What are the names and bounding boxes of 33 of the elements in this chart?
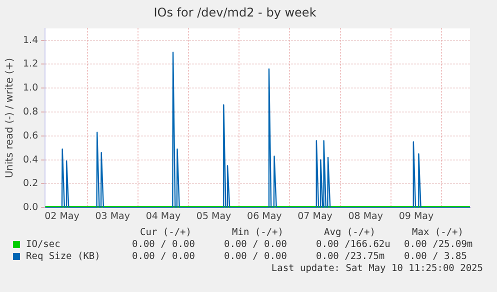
legend-label: Req Size (KB) <box>26 251 100 263</box>
x-tick-label: 03 May <box>95 210 130 222</box>
x-tick-label: 04 May <box>146 210 181 222</box>
x-tick-label: 07 May <box>298 210 333 222</box>
y-tick-label: 0.4 <box>23 154 38 166</box>
y-tick-label: 0.2 <box>23 178 38 190</box>
text: Avg (-/+) <box>324 227 376 239</box>
text: Min (-/+) <box>232 227 284 239</box>
y-tick-label: 0.6 <box>23 130 38 142</box>
x-tick-label: 02 May <box>44 210 80 222</box>
x-tick-label: 06 May <box>247 210 282 222</box>
text: 0.00 / 3.85 <box>404 251 467 263</box>
text: 0.00 / 0.00 <box>132 251 195 263</box>
text: 0.00 / 0.00 <box>224 251 287 263</box>
text: 0.00 /25.09m <box>404 239 473 251</box>
text: 0.00 /166.62u <box>316 239 390 251</box>
x-tick-label: 09 May <box>398 210 434 222</box>
text: 0.00 / 0.00 <box>132 239 195 251</box>
legend-label: IO/sec <box>26 239 60 251</box>
x-tick-label: 08 May <box>348 210 384 222</box>
y-tick-label: 1.2 <box>23 58 38 70</box>
x-tick-label: 05 May <box>196 210 232 222</box>
text: 0.00 /23.75m <box>316 251 385 263</box>
y-tick-label: 0.0 <box>23 202 38 214</box>
y-tick-label: 1.0 <box>23 82 38 94</box>
y-tick-label: 0.8 <box>23 106 38 118</box>
text: 0.00 / 0.00 <box>224 239 287 251</box>
y-tick-label: 1.4 <box>23 34 38 46</box>
text: Last update: Sat May 10 11:25:00 2025 <box>271 263 483 275</box>
text: Cur (-/+) <box>140 227 192 239</box>
y-axis-title: Units read (-) / write (+) <box>4 58 16 178</box>
chart-title: IOs for /dev/md2 - by week <box>154 5 316 20</box>
text: Max (-/+) <box>412 227 464 239</box>
